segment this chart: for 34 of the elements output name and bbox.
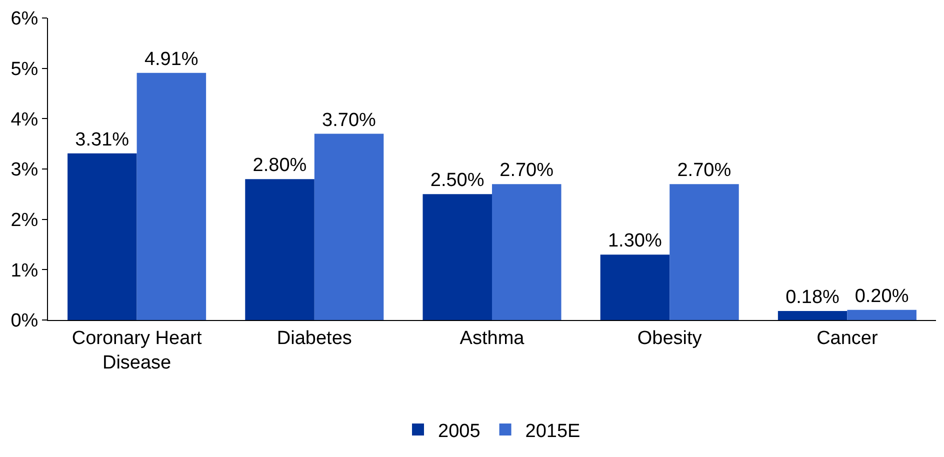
y-tick-label: 5% xyxy=(10,58,38,80)
bar xyxy=(422,194,492,320)
x-tick-label: Asthma xyxy=(460,328,525,349)
data-label: 0.18% xyxy=(786,286,840,308)
bar xyxy=(670,184,739,320)
y-tick-label: 4% xyxy=(10,109,38,130)
y-tick-label: 0% xyxy=(10,310,38,332)
data-label: 2.70% xyxy=(677,160,732,182)
bar xyxy=(314,134,384,320)
x-tick-label: Diabetes xyxy=(276,328,352,349)
data-label: 3.70% xyxy=(322,110,376,131)
data-label: 4.91% xyxy=(144,48,198,70)
x-tick-label: Coronary Heart Disease xyxy=(72,328,202,374)
y-tick-label: 6% xyxy=(10,8,38,30)
data-label: 2.50% xyxy=(430,170,484,192)
bar xyxy=(778,310,848,320)
data-label: 0.20% xyxy=(854,286,909,307)
bar xyxy=(136,72,206,320)
y-tick-label: 1% xyxy=(10,260,38,282)
bar xyxy=(492,184,562,320)
data-label: 3.31% xyxy=(75,129,130,150)
data-label: 1.30% xyxy=(608,230,662,252)
data-label: 2.70% xyxy=(500,160,554,182)
data-label: 2.80% xyxy=(252,155,307,176)
bar xyxy=(245,179,314,320)
legend-label: 2005 xyxy=(438,420,480,442)
bar xyxy=(600,254,670,320)
legend-label: 2015E xyxy=(525,420,580,442)
y-tick-label: 2% xyxy=(10,210,38,231)
x-tick-label: Obesity xyxy=(637,328,702,349)
bar xyxy=(847,310,916,320)
x-tick-label: Cancer xyxy=(816,328,878,349)
bar xyxy=(68,153,137,320)
y-tick-label: 3% xyxy=(10,160,38,181)
